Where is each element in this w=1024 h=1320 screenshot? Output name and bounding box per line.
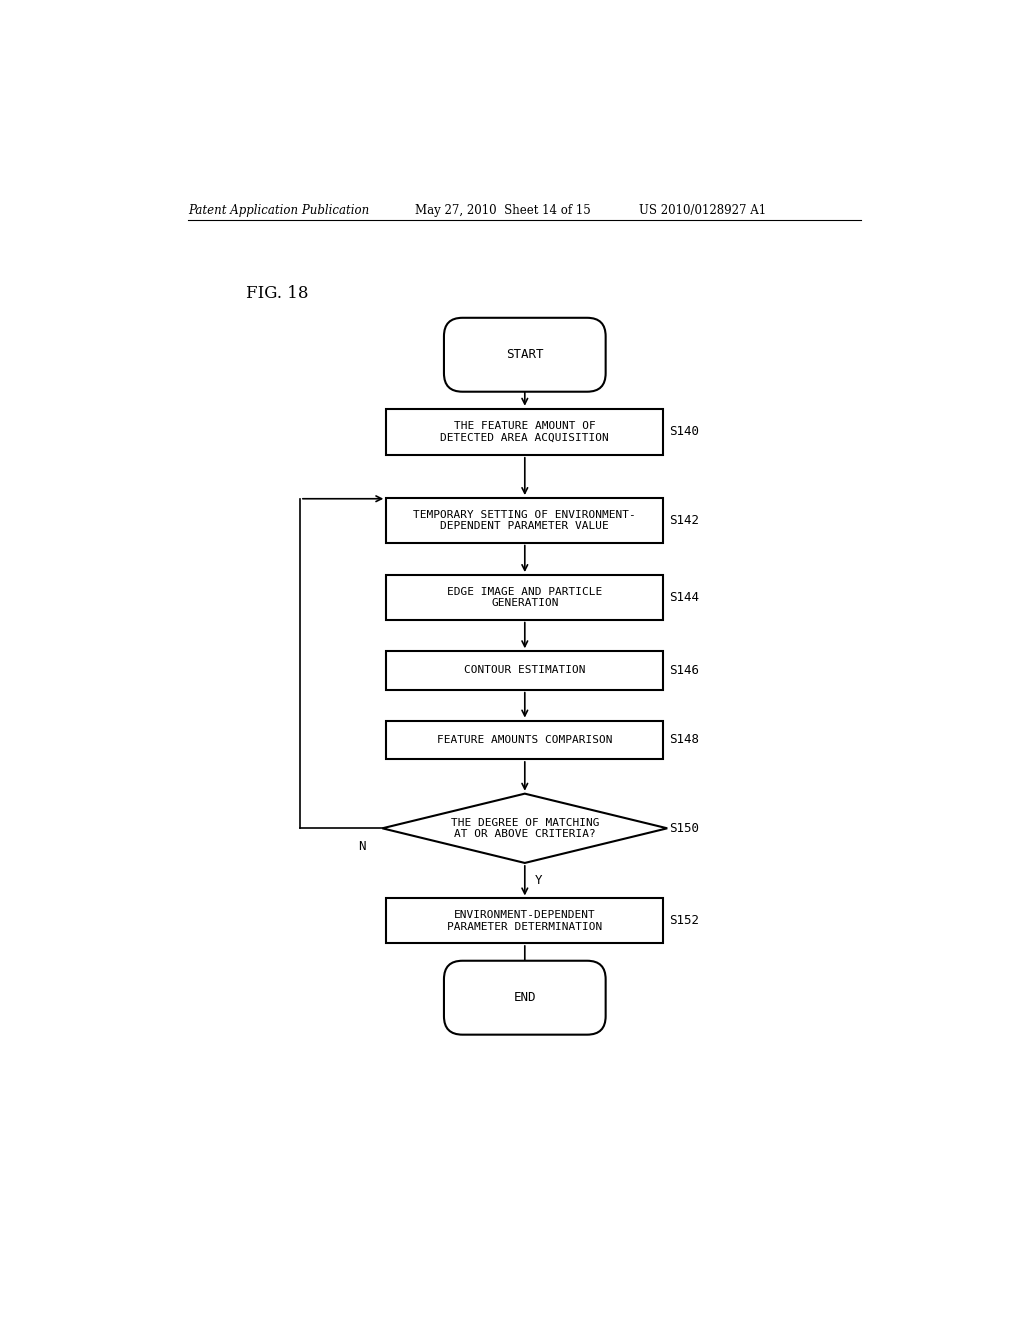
Bar [386,651,664,689]
Bar [386,409,664,455]
Text: S140: S140 [670,425,699,438]
Text: CONTOUR ESTIMATION: CONTOUR ESTIMATION [464,665,586,676]
Text: FIG. 18: FIG. 18 [246,285,308,302]
FancyBboxPatch shape [444,961,605,1035]
Text: ENVIRONMENT-DEPENDENT
PARAMETER DETERMINATION: ENVIRONMENT-DEPENDENT PARAMETER DETERMIN… [447,909,602,932]
Text: EDGE IMAGE AND PARTICLE
GENERATION: EDGE IMAGE AND PARTICLE GENERATION [447,586,602,609]
Text: S150: S150 [670,822,699,834]
Text: Y: Y [535,874,543,887]
Text: S146: S146 [670,664,699,677]
Text: THE DEGREE OF MATCHING
AT OR ABOVE CRITERIA?: THE DEGREE OF MATCHING AT OR ABOVE CRITE… [451,817,599,840]
Text: FEATURE AMOUNTS COMPARISON: FEATURE AMOUNTS COMPARISON [437,735,612,744]
Text: S142: S142 [670,513,699,527]
Bar [386,721,664,759]
Bar [386,498,664,543]
Bar [386,899,664,942]
Polygon shape [382,793,668,863]
Text: US 2010/0128927 A1: US 2010/0128927 A1 [639,205,766,218]
Text: May 27, 2010  Sheet 14 of 15: May 27, 2010 Sheet 14 of 15 [416,205,591,218]
Text: S152: S152 [670,915,699,927]
Text: START: START [506,348,544,362]
Text: END: END [514,991,536,1005]
Text: S148: S148 [670,733,699,746]
Text: Patent Application Publication: Patent Application Publication [188,205,370,218]
Bar [386,576,664,619]
FancyBboxPatch shape [444,318,605,392]
Text: S144: S144 [670,591,699,603]
Text: THE FEATURE AMOUNT OF
DETECTED AREA ACQUISITION: THE FEATURE AMOUNT OF DETECTED AREA ACQU… [440,421,609,442]
Text: N: N [357,840,366,853]
Text: TEMPORARY SETTING OF ENVIRONMENT-
DEPENDENT PARAMETER VALUE: TEMPORARY SETTING OF ENVIRONMENT- DEPEND… [414,510,636,531]
